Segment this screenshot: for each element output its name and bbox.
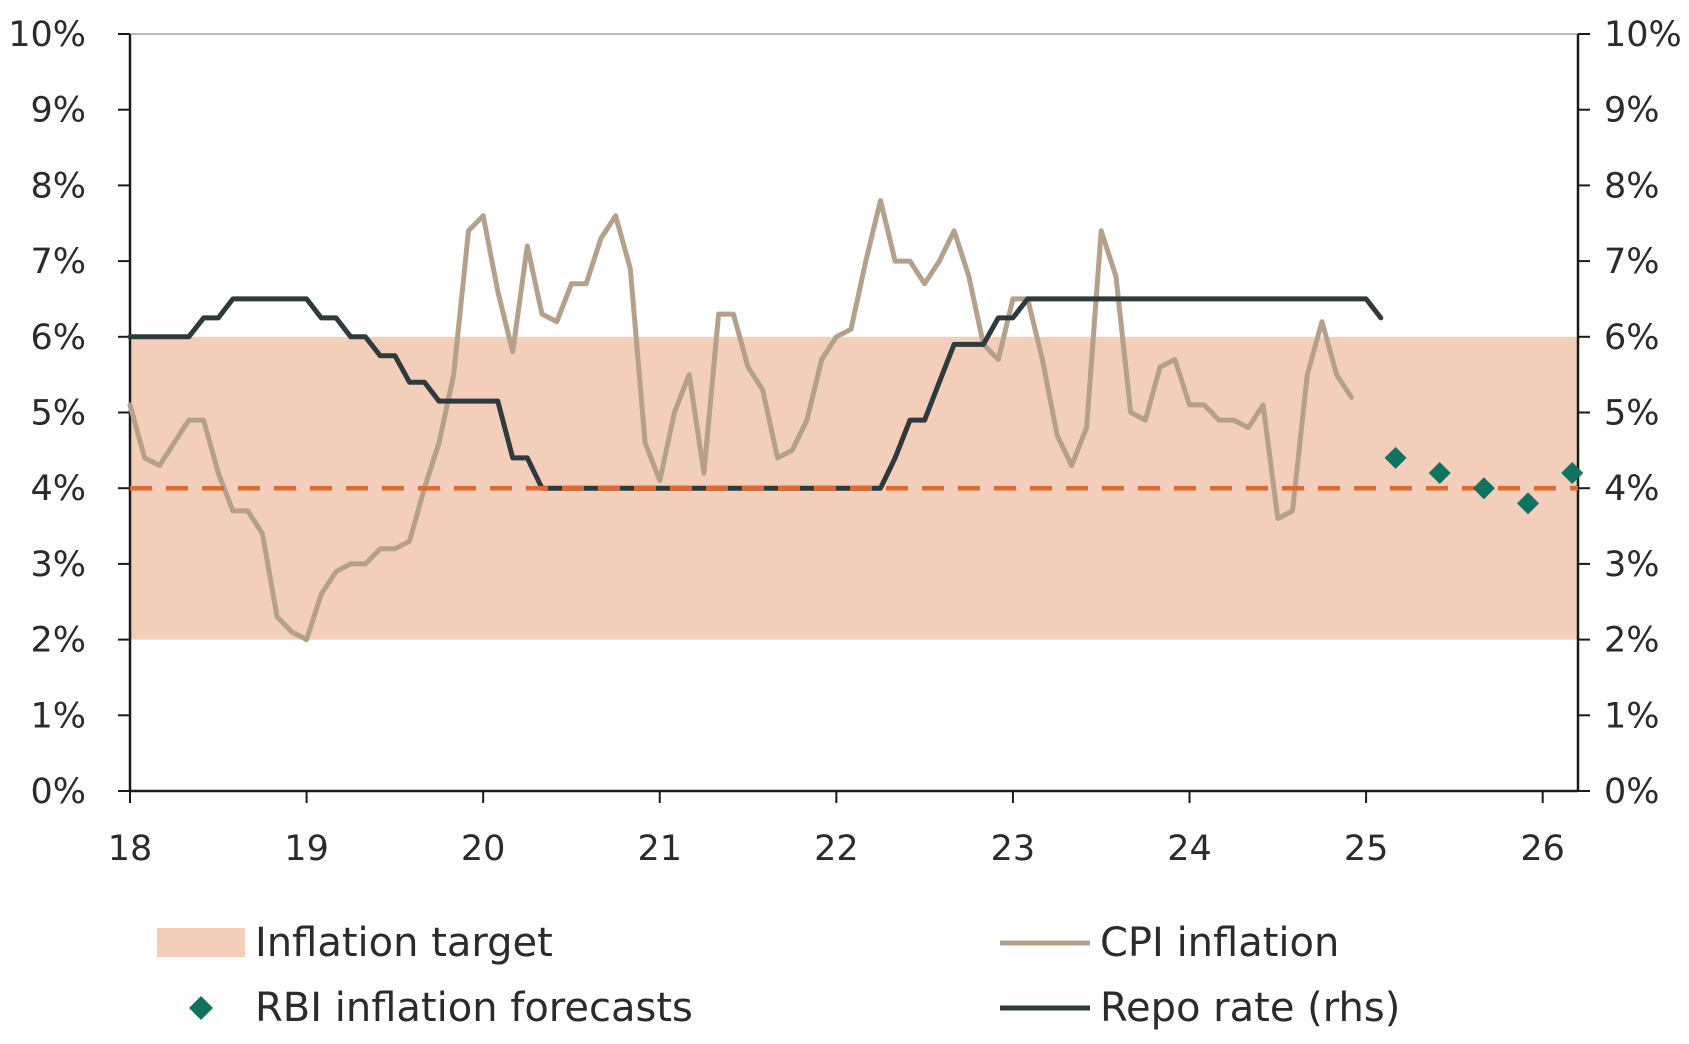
y-left-tick-label: 10%: [8, 15, 86, 55]
rbi-forecast-point: [1517, 492, 1540, 515]
rbi-forecast-point: [1472, 477, 1495, 500]
x-tick-label: 23: [991, 829, 1036, 869]
y-left-tick-label: 4%: [30, 469, 86, 509]
y-right-tick-label: 3%: [1604, 545, 1660, 585]
y-left-tick-label: 3%: [30, 545, 86, 585]
y-right-tick-label: 1%: [1604, 696, 1660, 736]
y-right-tick-label: 10%: [1604, 15, 1682, 55]
forecast-layer: [1384, 446, 1584, 515]
y-left-tick-label: 2%: [30, 621, 86, 661]
rbi-forecast-point: [1428, 462, 1451, 485]
y-left-tick-label: 6%: [30, 318, 86, 358]
legend-swatch-inflation-target: [157, 928, 245, 957]
legend-swatch-rbi-forecasts: [189, 996, 213, 1020]
x-tick-label: 22: [814, 829, 859, 869]
rbi-forecast-point: [1384, 446, 1407, 469]
x-tick-label: 21: [637, 829, 682, 869]
legend-label-repo-rate: Repo rate (rhs): [1100, 985, 1400, 1031]
legend-label-inflation-target: Inflation target: [255, 920, 553, 966]
y-left-tick-label: 9%: [30, 91, 86, 131]
legend-label-cpi-inflation: CPI inflation: [1100, 920, 1339, 966]
y-right-tick-label: 5%: [1604, 394, 1660, 434]
y-right-tick-label: 9%: [1604, 91, 1660, 131]
series-layer: [127, 198, 1384, 643]
x-tick-label: 24: [1167, 829, 1212, 869]
legend: Inflation target CPI inflation RBI infla…: [157, 920, 1400, 1031]
y-left-tick-label: 0%: [30, 772, 86, 812]
repo-rate-line: [127, 296, 1384, 491]
y-left-tick-label: 1%: [30, 696, 86, 736]
y-right-tick-label: 7%: [1604, 242, 1660, 282]
y-left-tick-label: 5%: [30, 394, 86, 434]
x-tick-label: 18: [108, 829, 153, 869]
y-right-tick-label: 4%: [1604, 469, 1660, 509]
y-left-tick-label: 8%: [30, 166, 86, 206]
y-right-tick-label: 0%: [1604, 772, 1660, 812]
y-right-tick-label: 6%: [1604, 318, 1660, 358]
legend-label-rbi-forecasts: RBI inflation forecasts: [255, 985, 693, 1031]
cpi-inflation-line: [127, 198, 1354, 643]
y-left-tick-label: 7%: [30, 242, 86, 282]
y-right-tick-label: 2%: [1604, 621, 1660, 661]
x-tick-label: 20: [461, 829, 506, 869]
rbi-forecast-point: [1561, 462, 1584, 485]
y-right-tick-label: 8%: [1604, 166, 1660, 206]
axes-layer: 0% 1% 2% 3% 4% 5% 6% 7% 8% 9% 10% 0% 1% 2% 3% 4% 5% 6% 7% 8…: [8, 15, 1682, 869]
x-tick-label: 19: [284, 829, 329, 869]
x-tick-label: 25: [1344, 829, 1389, 869]
x-tick-label: 26: [1520, 829, 1565, 869]
